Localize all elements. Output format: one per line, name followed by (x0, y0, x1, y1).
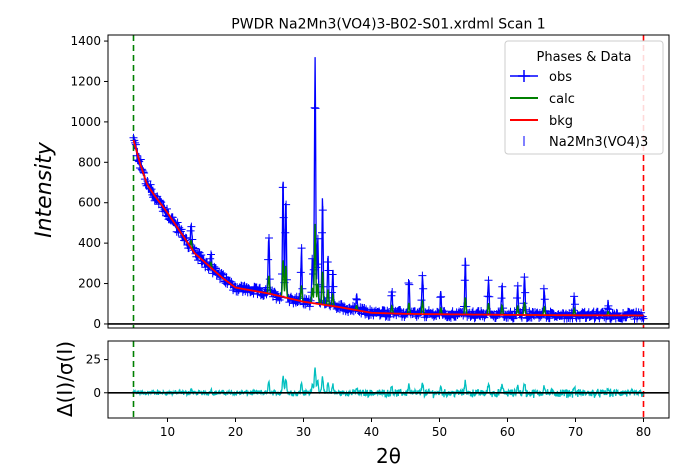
difference-panel: 0 25 Δ(I)/σ(I) (53, 340, 670, 419)
intensity-y-tick-3: 600 (78, 196, 108, 210)
intensity-plot-frame (107, 34, 670, 329)
intensity-y-tick-6: 1200 (70, 74, 108, 88)
legend-box (504, 40, 664, 155)
x-tick-7: 80 (636, 418, 651, 439)
intensity-y-tick-5: 1000 (70, 115, 108, 129)
legend-calc-label: calc (549, 92, 575, 107)
legend: Phases & Data obs calc bkg Na2Mn3(VO4)3 (504, 40, 664, 155)
two-theta-axis-label: 2θ (376, 444, 401, 467)
intensity-y-tick-7: 1400 (70, 34, 108, 48)
intensity-y-tick-label: 200 (78, 277, 101, 291)
difference-axis-label: Δ(I)/σ(I) (53, 341, 77, 417)
difference-y-tick-label: 0 (93, 386, 101, 400)
x-tick-3: 40 (364, 418, 379, 439)
difference-y-tick-1: 25 (86, 353, 108, 367)
x-tick-label: 80 (636, 425, 651, 439)
x-tick-label: 70 (568, 425, 583, 439)
chart-title: PWDR Na2Mn3(VO4)3-B02-S01.xrdml Scan 1 (231, 17, 545, 33)
x-tick-label: 10 (160, 425, 175, 439)
difference-plot-frame (107, 340, 670, 419)
intensity-y-tick-label: 1000 (70, 115, 101, 129)
two-theta-x-ticks: 10 20 30 40 50 60 70 80 (160, 418, 651, 439)
x-tick-label: 50 (432, 425, 447, 439)
intensity-axis-label: Intensity (32, 141, 57, 238)
x-tick-label: 30 (296, 425, 311, 439)
intensity-y-tick-label: 800 (78, 155, 101, 169)
intensity-y-tick-label: 1400 (70, 34, 101, 48)
intensity-y-tick-label: 1200 (70, 74, 101, 88)
x-tick-0: 10 (160, 418, 175, 439)
intensity-y-tick-1: 200 (78, 277, 108, 291)
bkg-series-line (132, 139, 644, 317)
legend-obs-label: obs (549, 70, 572, 85)
intensity-y-ticks: 0 200 400 600 800 1000 1200 1400 (70, 34, 108, 331)
intensity-y-tick-label: 0 (93, 317, 101, 331)
intensity-data-layer (108, 35, 669, 328)
x-tick-5: 60 (500, 418, 515, 439)
x-tick-4: 50 (432, 418, 447, 439)
intensity-panel: 0 200 400 600 800 1000 1200 1400 Intensity Phas… (32, 34, 670, 331)
x-tick-label: 20 (228, 425, 243, 439)
difference-y-ticks: 0 25 (86, 353, 108, 400)
intensity-y-tick-0: 0 (93, 317, 108, 331)
intensity-y-tick-label: 400 (78, 236, 101, 250)
difference-plot-area (108, 341, 669, 418)
x-tick-6: 70 (568, 418, 583, 439)
x-tick-2: 30 (296, 418, 311, 439)
difference-data-layer (108, 341, 669, 418)
legend-phase-label: Na2Mn3(VO4)3 (549, 135, 648, 150)
difference-y-tick-0: 0 (93, 386, 108, 400)
intensity-y-tick-4: 800 (78, 155, 108, 169)
x-tick-label: 40 (364, 425, 379, 439)
intensity-y-tick-2: 400 (78, 236, 108, 250)
difference-y-tick-label: 25 (86, 353, 101, 367)
legend-obs-marker (518, 70, 530, 82)
intensity-y-tick-label: 600 (78, 196, 101, 210)
legend-title: Phases & Data (536, 50, 631, 65)
x-tick-label: 60 (500, 425, 515, 439)
x-tick-1: 20 (228, 418, 243, 439)
legend-bkg-label: bkg (549, 114, 573, 129)
